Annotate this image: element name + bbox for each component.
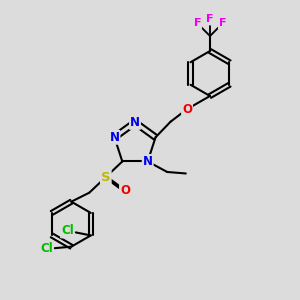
- Text: S: S: [101, 171, 111, 184]
- Text: F: F: [219, 18, 226, 28]
- Text: N: N: [130, 116, 140, 129]
- Text: O: O: [120, 184, 130, 197]
- Text: F: F: [194, 18, 201, 28]
- Text: F: F: [206, 14, 214, 25]
- Text: Cl: Cl: [40, 242, 53, 255]
- Text: Cl: Cl: [61, 224, 74, 237]
- Text: O: O: [182, 103, 192, 116]
- Text: N: N: [143, 155, 153, 168]
- Text: N: N: [110, 131, 119, 144]
